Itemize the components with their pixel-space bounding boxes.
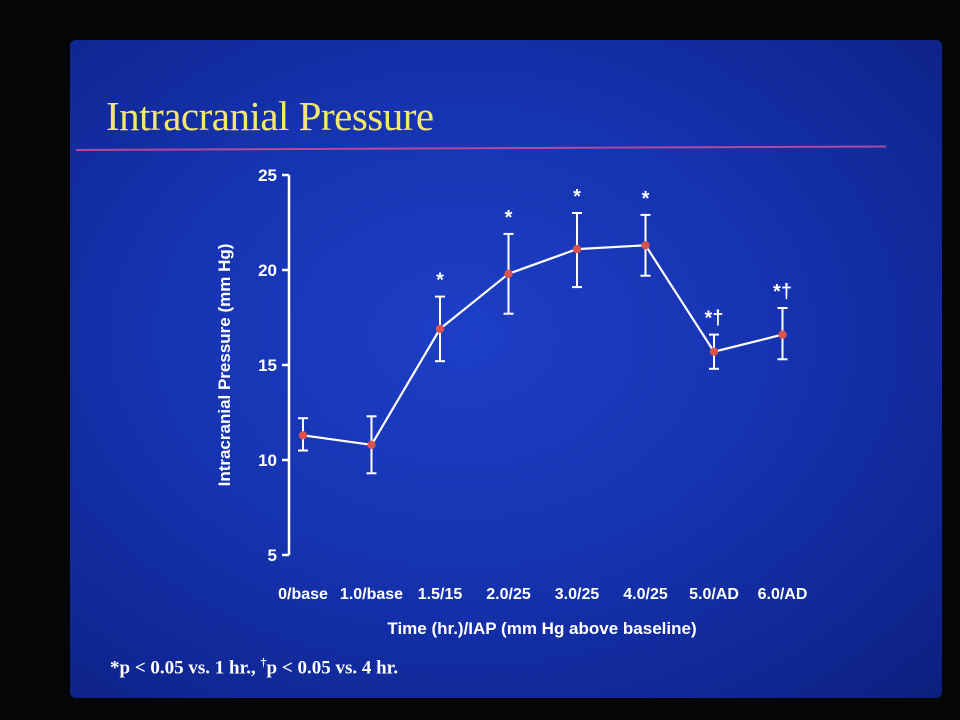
significance-marker: *† [705, 308, 724, 330]
footnote-dagger: † [260, 655, 267, 669]
x-tick-labels: 0/base 1.0/base 1.5/15 2.0/25 3.0/25 4.0/25 5.… [278, 586, 807, 603]
x-tick-label: 4.0/25 [623, 586, 668, 603]
x-tick-label: 2.0/25 [486, 586, 531, 603]
data-point [778, 330, 787, 339]
y-axis-label: Intracranial Pressure (mm Hg) [215, 244, 234, 487]
data-point [709, 347, 719, 356]
x-tick-label: 1.0/base [340, 586, 403, 603]
data-point [641, 241, 650, 250]
x-tick-label: 3.0/25 [555, 586, 600, 603]
chart-axes [282, 173, 291, 557]
significance-marker: * [573, 186, 581, 208]
significance-marker: *† [773, 281, 792, 303]
data-point [572, 244, 582, 254]
data-point [435, 324, 445, 334]
data-point [298, 431, 308, 440]
significance-marker: * [436, 270, 444, 292]
series-line [302, 244, 783, 446]
data-points [298, 241, 787, 449]
x-tick-label: 1.5/15 [418, 586, 463, 603]
significance-marker: * [642, 188, 650, 210]
x-axis-label: Time (hr.)/IAP (mm Hg above baseline) [387, 619, 696, 638]
y-tick-label: 5 [268, 546, 277, 565]
y-tick-label: 25 [258, 166, 277, 185]
data-point [504, 269, 513, 278]
footnote-part2: p < 0.05 vs. 4 hr. [266, 657, 399, 679]
x-tick-label: 0/base [278, 586, 328, 603]
footnote: *p < 0.05 vs. 1 hr., †p < 0.05 vs. 4 hr. [110, 655, 398, 679]
y-tick-label: 10 [258, 451, 277, 470]
significance-annotations: * * * * *† *† [436, 186, 792, 330]
slide: Intracranial Pressure 5 10 15 20 25 0/base 1.… [70, 40, 942, 698]
y-tick-label: 20 [258, 261, 277, 280]
line-chart: 5 10 15 20 25 0/base 1.0/base 1.5/15 2.0/25 3.0/… [215, 166, 807, 638]
y-tick-labels: 5 10 15 20 25 [258, 166, 277, 565]
significance-marker: * [505, 207, 513, 229]
x-tick-label: 6.0/AD [758, 586, 808, 603]
footnote-part1: *p < 0.05 vs. 1 hr., [110, 657, 261, 679]
data-point [367, 440, 376, 449]
slide-title: Intracranial Pressure [106, 93, 434, 139]
y-tick-label: 15 [258, 356, 277, 375]
error-bars [298, 212, 788, 475]
x-tick-label: 5.0/AD [689, 586, 739, 603]
